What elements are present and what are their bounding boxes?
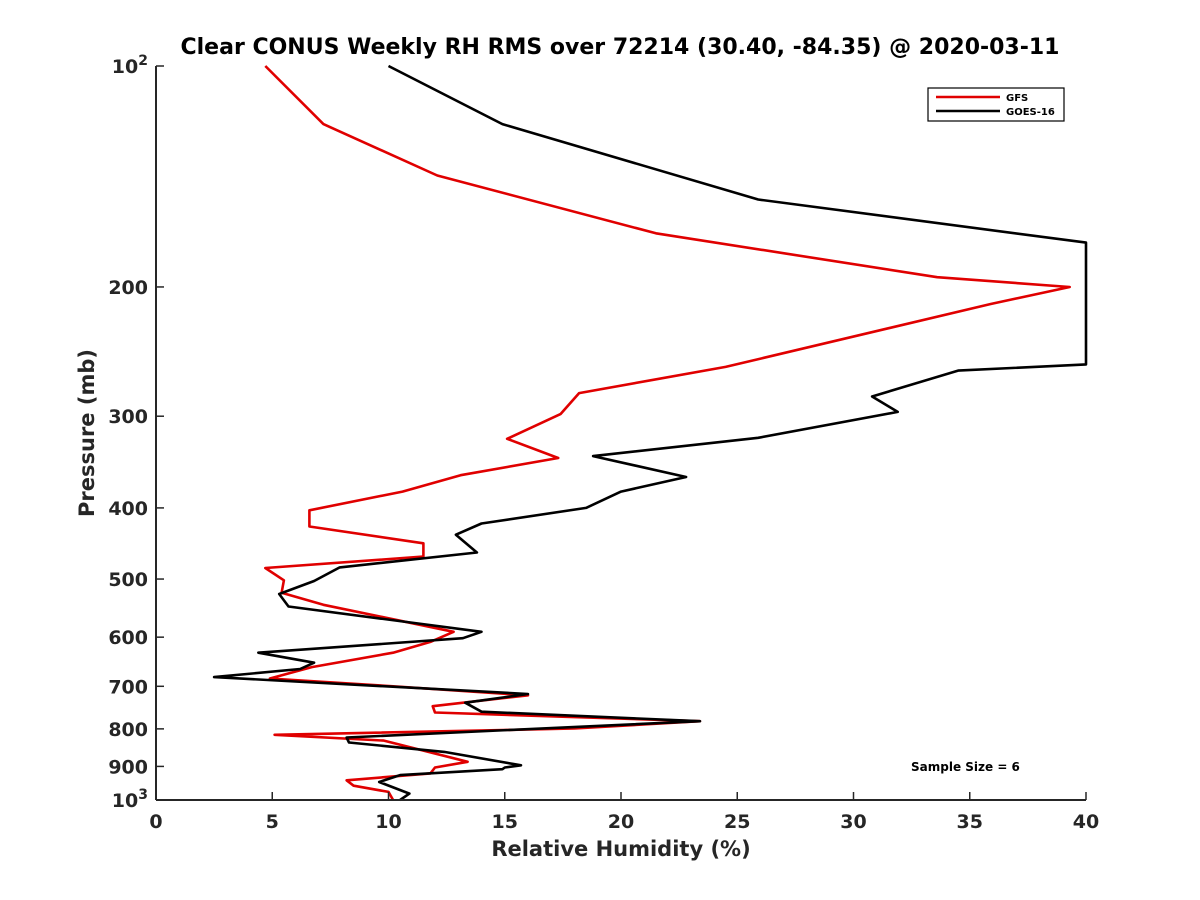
series-goes16-line: [212, 64, 1088, 802]
series-layer: [212, 64, 1088, 802]
x-tick-label: 40: [1073, 811, 1099, 833]
y-tick-label: 900: [108, 756, 148, 778]
legend-box: [927, 87, 1065, 122]
y-axis-title: Pressure (mb): [75, 349, 99, 517]
chart-title: Clear CONUS Weekly RH RMS over 72214 (30…: [181, 35, 1060, 60]
y-tick-label: 600: [108, 627, 148, 649]
series-gfs-line: [263, 65, 1071, 801]
y-tick-label: 400: [108, 498, 148, 520]
y-tick-label: 300: [108, 406, 148, 428]
x-tick-label: 35: [957, 811, 983, 833]
x-tick-label: 0: [149, 811, 162, 833]
x-tick-label: 15: [492, 811, 518, 833]
x-tick-label: 5: [266, 811, 279, 833]
y-tick-label: 200: [108, 277, 148, 299]
legend-label-gfs: GFS: [1006, 93, 1028, 104]
y-tick-label: 800: [108, 719, 148, 741]
x-tick-label: 30: [840, 811, 866, 833]
x-axis-title: Relative Humidity (%): [491, 837, 750, 861]
sample-size-annotation: Sample Size = 6: [911, 760, 1020, 774]
x-tick-label: 10: [375, 811, 401, 833]
y-tick-label: 700: [108, 676, 148, 698]
legend: GFS GOES-16: [927, 87, 1065, 122]
x-tick-label: 20: [608, 811, 634, 833]
x-tick-label: 25: [724, 811, 750, 833]
ticks: 0 5 10 15 20 25 30 35 40 102 200 300 400 500 600 700 800…: [108, 53, 1099, 833]
y-tick-label: 103: [112, 787, 148, 812]
y-tick-label: 102: [112, 53, 148, 78]
legend-label-goes16: GOES-16: [1006, 107, 1055, 118]
y-tick-label: 500: [108, 569, 148, 591]
